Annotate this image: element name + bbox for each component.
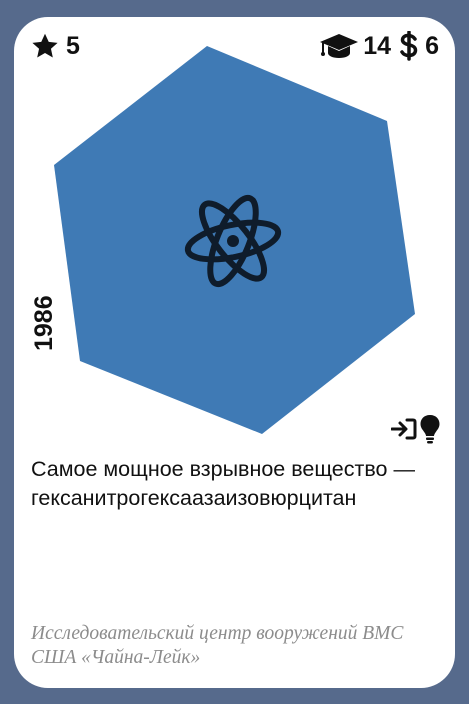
card-effect-icons	[391, 414, 441, 444]
cost-value: 6	[425, 32, 439, 60]
year-label: 1986	[30, 295, 58, 351]
stars-value: 5	[66, 32, 80, 60]
dollar-sign-icon	[400, 31, 418, 61]
lightbulb-icon	[420, 415, 440, 444]
star-icon	[32, 33, 58, 58]
atom-icon	[184, 194, 282, 288]
card-description: Самое мощное взрывное вещество — гексани…	[31, 457, 415, 510]
cost-stats: 14 6	[319, 31, 439, 61]
science-value: 14	[363, 32, 392, 60]
game-card[interactable]: 5 14 6 1986 Самое мощное взрывное	[14, 17, 455, 688]
stars-stat: 5	[30, 31, 80, 61]
sign-in-icon	[391, 418, 417, 440]
card-source: Исследовательский центр вооружений ВМС С…	[31, 623, 404, 668]
tech-hexagon	[54, 46, 415, 434]
graduation-cap-icon	[320, 34, 359, 58]
